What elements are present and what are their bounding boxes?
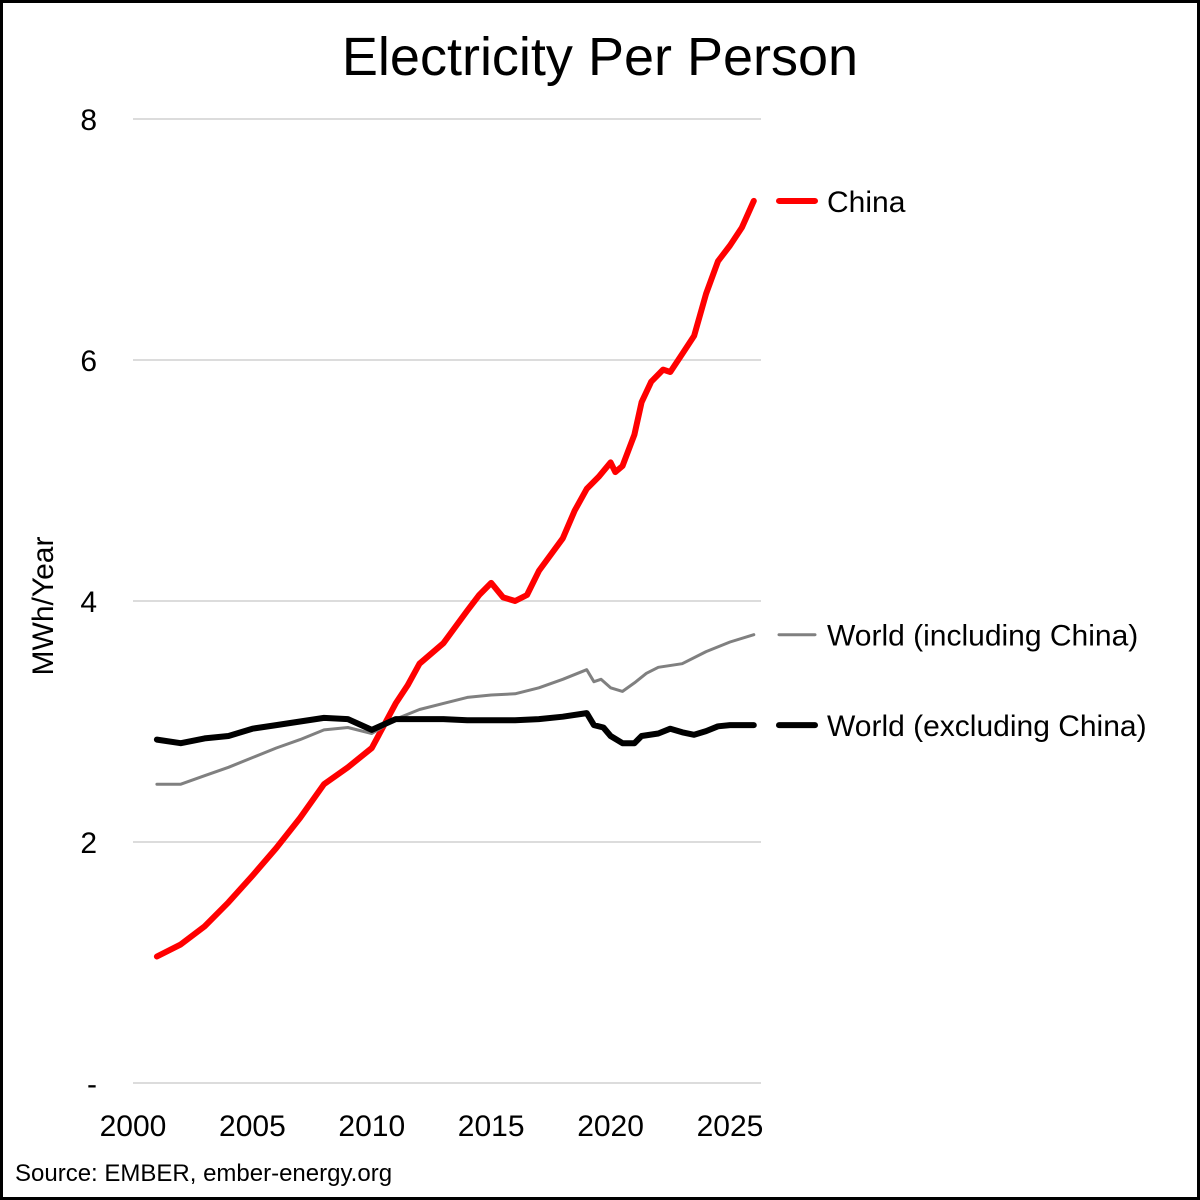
y-axis-label: MWh/Year — [27, 537, 60, 676]
y-tick-label-4: 8 — [80, 104, 97, 137]
legend: China World (including China) World (exclu… — [776, 186, 1147, 743]
x-tick-label-2: 2010 — [338, 1110, 405, 1143]
legend-label-2: World (excluding China) — [827, 710, 1147, 743]
x-tick-label-5: 2025 — [697, 1110, 764, 1143]
legend-label-0: China — [827, 186, 906, 219]
y-tick-label-3: 6 — [80, 345, 97, 378]
chart-title: Electricity Per Person — [342, 27, 858, 87]
x-axis-ticks: 2000 2005 2010 2015 2020 2025 — [100, 1110, 764, 1143]
grid-lines — [133, 118, 761, 1084]
x-tick-label-4: 2020 — [577, 1110, 644, 1143]
series-line-1 — [155, 633, 756, 786]
x-tick-label-0: 2000 — [100, 1110, 167, 1143]
y-tick-label-2: 4 — [80, 586, 97, 619]
series-lines — [153, 197, 757, 960]
legend-label-1: World (including China) — [827, 620, 1138, 653]
y-tick-label-1: 2 — [80, 827, 97, 860]
y-tick-label-0: - — [87, 1068, 97, 1101]
x-tick-label-1: 2005 — [219, 1110, 286, 1143]
series-line-2 — [153, 710, 757, 747]
y-axis-ticks: - 2 4 6 8 — [80, 104, 97, 1101]
line-chart: Electricity Per Person - 2 4 6 8 2000 2005 201… — [15, 27, 1147, 1187]
source-note: Source: EMBER, ember-energy.org — [15, 1160, 392, 1187]
x-tick-label-3: 2015 — [458, 1110, 525, 1143]
series-line-0 — [153, 197, 757, 960]
